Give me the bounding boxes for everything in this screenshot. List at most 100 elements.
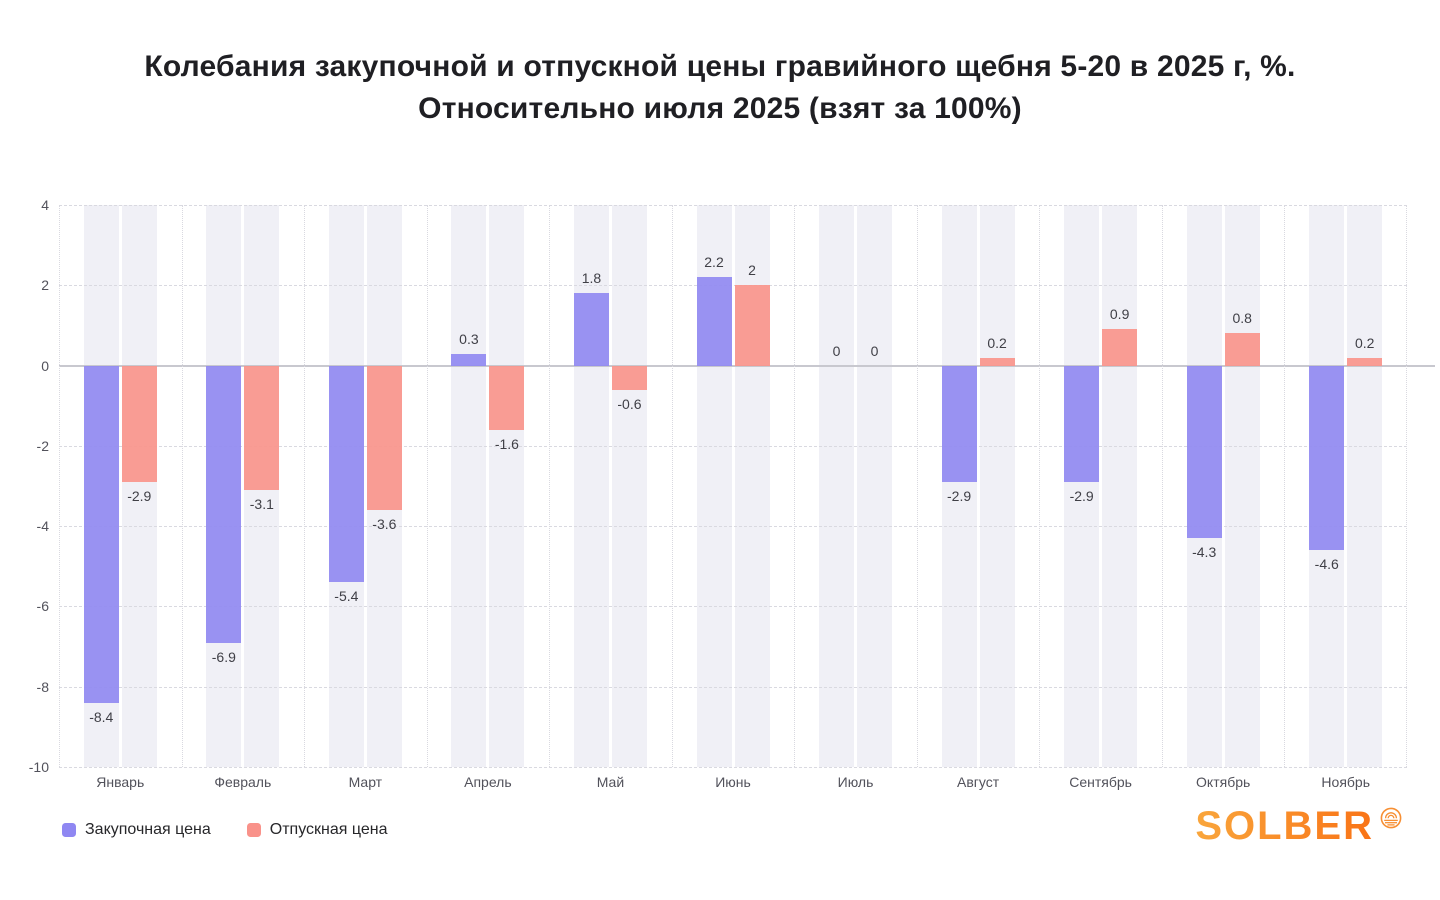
legend: Закупочная цена Отпускная цена [62,821,387,839]
selling-price-value-label: -3.6 [372,516,397,533]
y-gridline [59,285,1407,287]
month-label: Январь [96,774,145,790]
selling-price-value-label: 0.2 [987,334,1007,351]
purchase-price-value-label: -6.9 [211,648,236,665]
selling-price-value-label: -3.1 [249,496,274,512]
group-separator [426,205,428,767]
y-gridline [59,686,1407,688]
purchase-price-value-label: -2.9 [947,487,972,504]
y-tick-label: 0 [41,357,49,374]
month-label: Октябрь [1196,774,1251,790]
month-label: Февраль [214,774,272,790]
group-separator [916,205,918,767]
selling-price-bar [244,365,280,490]
selling-price-bar [489,365,525,430]
purchase-price-bar [328,365,364,583]
selling-price-value-label: 0.8 [1232,310,1252,327]
purchase-price-value-label: -2.9 [1069,487,1094,504]
selling-price-value-label: -2.9 [127,487,152,504]
plot-area: 4 2 0 -2 -4 -6 -8 -10 -8.4 -2.9 Январь -6.9 -3.1 Февр… [29,197,1435,790]
purchase-price-swatch [62,823,76,837]
column-band [1347,205,1383,767]
purchase-price-value-label: 1.8 [581,270,602,287]
purchase-price-bar [941,365,977,482]
column-band [489,205,525,767]
purchase-price-value-label: -4.6 [1314,556,1339,573]
y-tick-label: 2 [41,277,49,294]
column-band [1224,205,1260,767]
purchase-price-value-label: -8.4 [89,708,114,725]
month-label: Март [348,774,383,790]
y-tick-label: -2 [36,437,49,454]
legend-item-selling-price: Отпускная цена [246,821,388,839]
selling-price-bar [979,357,1015,366]
purchase-price-value-label: -5.4 [334,588,359,605]
month-label: Июль [837,774,874,790]
zero-line [59,364,1435,367]
selling-price-bar [1347,357,1383,366]
purchase-price-value-label: 0.3 [459,330,479,347]
selling-price-bar [734,285,770,366]
selling-price-value-label: 0.2 [1354,334,1375,351]
y-gridline [59,606,1407,608]
column-band [573,205,609,767]
month-label: Май [596,774,625,790]
column-band [1064,205,1100,767]
y-tick-label: -10 [28,759,49,775]
selling-price-value-label: 2 [748,262,756,279]
y-tick-label: -8 [36,678,49,695]
purchase-price-label: Закупочная цена [85,821,211,838]
purchase-price-value-label: 2.2 [704,254,724,271]
group-separator [304,205,306,767]
group-separator [181,205,183,767]
y-gridline [59,205,1407,206]
y-gridline [59,445,1407,447]
group-separator [59,205,60,767]
selling-price-label: Отпускная цена [269,821,388,838]
purchase-price-value-label: 0 [832,342,841,359]
month-label: Август [957,774,1000,790]
selling-price-swatch [246,823,261,837]
solber-sun-icon [1380,807,1402,829]
column-band [451,205,487,767]
y-gridline [59,526,1407,528]
selling-price-value-label: -0.6 [617,395,642,412]
legend-item-purchase-price: Закупочная цена [62,821,211,839]
selling-price-value-label: 0 [870,342,879,359]
selling-price-bar [1102,329,1138,366]
group-separator [549,205,551,767]
y-tick-label: -4 [36,518,49,535]
chart-title-line1: Колебания закупочной и отпускной цены гр… [144,50,1296,83]
y-gridline [59,767,1407,768]
selling-price-bar [611,365,647,390]
column-band [611,205,647,767]
purchase-price-bar [206,365,242,643]
group-separator [671,205,673,767]
purchase-price-bar [1064,365,1100,482]
selling-price-bar [121,365,157,482]
column-band [121,205,157,767]
solber-logo-text: SOLBER [1195,804,1374,848]
group-separator [1039,205,1041,767]
selling-price-value-label: 0.9 [1109,306,1130,323]
group-separator [1161,205,1163,767]
column-band [819,205,855,767]
solber-logo: SOLBER [1195,806,1402,846]
column-band [979,205,1015,767]
month-label: Ноябрь [1321,774,1370,790]
column-band [1102,205,1138,767]
group-separator [1284,205,1286,767]
month-label: Апрель [464,774,512,790]
selling-price-value-label: -1.6 [494,435,519,452]
y-tick-label: -6 [36,598,49,615]
selling-price-bar [1224,333,1260,366]
purchase-price-bar [83,365,119,703]
purchase-price-bar [1309,365,1345,551]
chart-title-line2: Относительно июля 2025 (взят за 100%) [418,92,1022,125]
column-band [857,205,893,767]
column-band [941,205,977,767]
selling-price-bar [366,365,402,511]
month-label: Сентябрь [1069,774,1132,790]
purchase-price-bar [696,277,732,366]
